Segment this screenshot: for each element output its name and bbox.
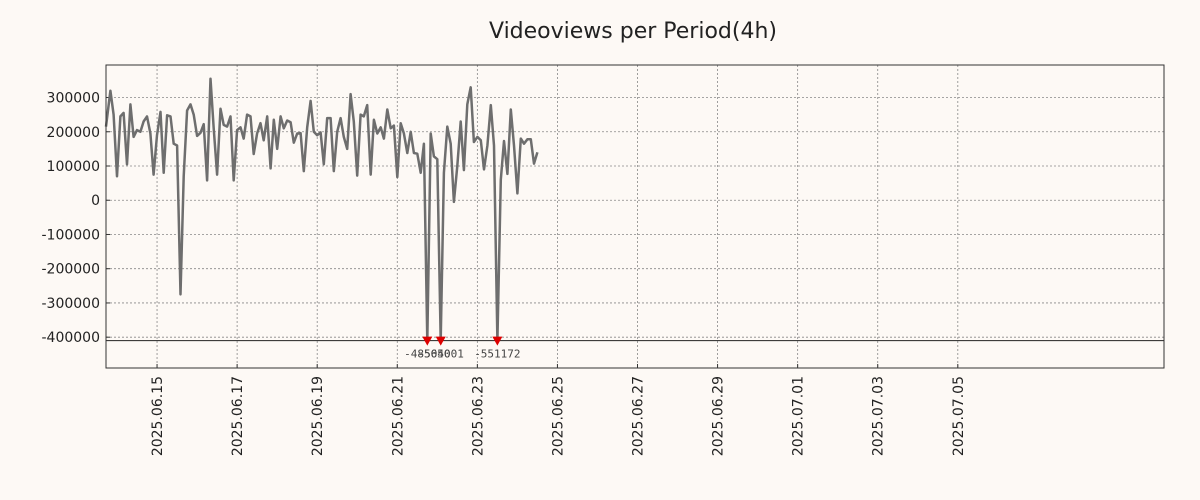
y-tick-label: 100000	[47, 159, 100, 175]
x-tick-label: 2025.06.23	[470, 376, 486, 456]
x-tick-label: 2025.07.03	[871, 376, 887, 456]
y-tick-label: -300000	[42, 296, 101, 312]
x-tick-label: 2025.06.15	[150, 376, 166, 456]
y-tick-label: -400000	[42, 330, 101, 346]
series-line	[104, 77, 539, 342]
y-tick-label: 300000	[47, 91, 100, 107]
x-tick-label: 2025.07.05	[951, 376, 967, 456]
plot-frame	[105, 64, 1165, 369]
y-tick-label: -200000	[42, 262, 101, 278]
outlier-marker	[422, 336, 433, 346]
x-tick-label: 2025.06.19	[310, 376, 326, 456]
outlier-marker	[435, 336, 446, 346]
outlier-label: -504001	[418, 348, 464, 361]
x-tick-label: 2025.07.01	[791, 376, 807, 456]
y-tick-label: -100000	[42, 227, 101, 243]
x-tick-label: 2025.06.17	[230, 376, 246, 456]
x-tick-label: 2025.06.25	[550, 376, 566, 456]
plot-area: 300000 200000 100000 0 -100000 -200000 -300000…	[42, 64, 1165, 456]
outlier-label: -485650	[404, 348, 450, 361]
chart-title: Videoviews per Period(4h)	[489, 19, 777, 44]
y-tick-label: 0	[91, 193, 100, 209]
plot-background	[106, 65, 1164, 368]
outlier-label: -551172	[474, 348, 520, 361]
x-tick-label: 2025.06.27	[631, 376, 647, 456]
outlier-marker	[492, 336, 503, 346]
x-tick-label: 2025.06.21	[390, 376, 406, 456]
x-tick-label: 2025.06.29	[711, 376, 727, 456]
y-tick-label: 200000	[47, 125, 100, 141]
